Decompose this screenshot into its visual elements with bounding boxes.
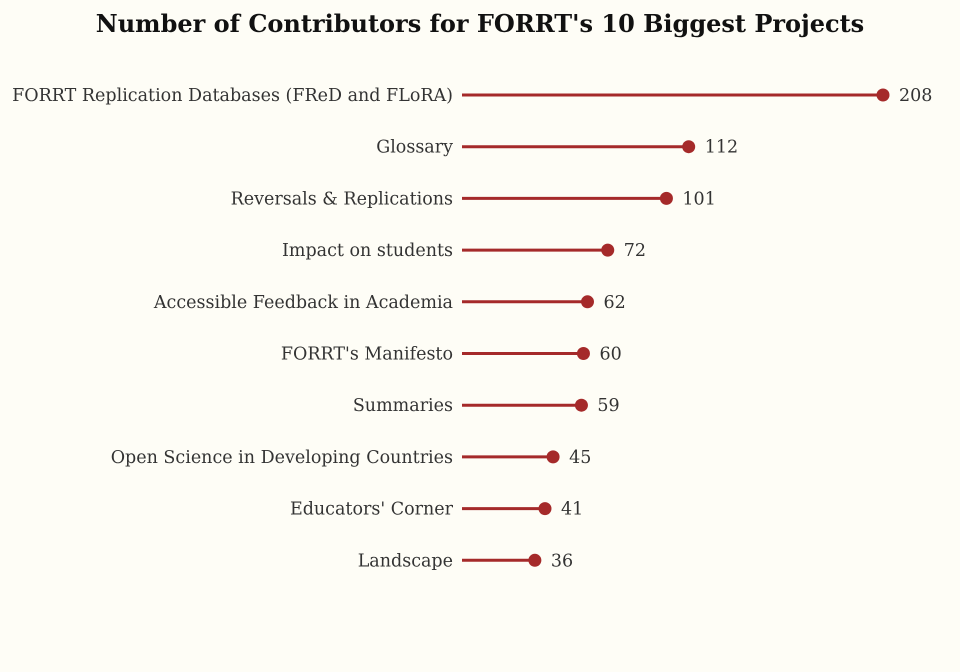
category-label: Summaries xyxy=(353,396,453,416)
chart-marks: FORRT Replication Databases (FReD and FL… xyxy=(12,86,932,571)
lollipop-dot xyxy=(546,450,560,464)
category-label: Glossary xyxy=(376,138,453,158)
value-label: 208 xyxy=(899,86,932,106)
category-label: FORRT Replication Databases (FReD and FL… xyxy=(12,86,453,106)
category-label: Educators' Corner xyxy=(290,500,454,520)
category-label: Landscape xyxy=(358,551,453,571)
lollipop-dot xyxy=(580,295,594,309)
value-label: 112 xyxy=(705,138,738,158)
lollipop-dot xyxy=(528,553,542,567)
chart-title: Number of Contributors for FORRT's 10 Bi… xyxy=(96,9,864,38)
lollipop-dot xyxy=(576,347,590,360)
value-label: 60 xyxy=(599,345,621,365)
value-label: 36 xyxy=(551,551,573,571)
lollipop-dot xyxy=(876,88,890,102)
lollipop-dot xyxy=(538,502,552,516)
category-label: Accessible Feedback in Academia xyxy=(153,293,453,313)
value-label: 62 xyxy=(603,293,625,313)
value-label: 59 xyxy=(597,396,619,416)
value-label: 72 xyxy=(624,241,646,261)
category-label: Open Science in Developing Countries xyxy=(111,448,453,468)
lollipop-dot xyxy=(574,398,588,412)
lollipop-dot xyxy=(682,140,696,154)
category-label: FORRT's Manifesto xyxy=(281,345,453,365)
value-label: 41 xyxy=(561,500,583,520)
lollipop-dot xyxy=(601,243,615,257)
lollipop-dot xyxy=(659,191,673,205)
value-label: 101 xyxy=(682,189,715,209)
category-label: Impact on students xyxy=(282,241,453,261)
value-label: 45 xyxy=(569,448,591,468)
category-label: Reversals & Replications xyxy=(231,189,453,209)
